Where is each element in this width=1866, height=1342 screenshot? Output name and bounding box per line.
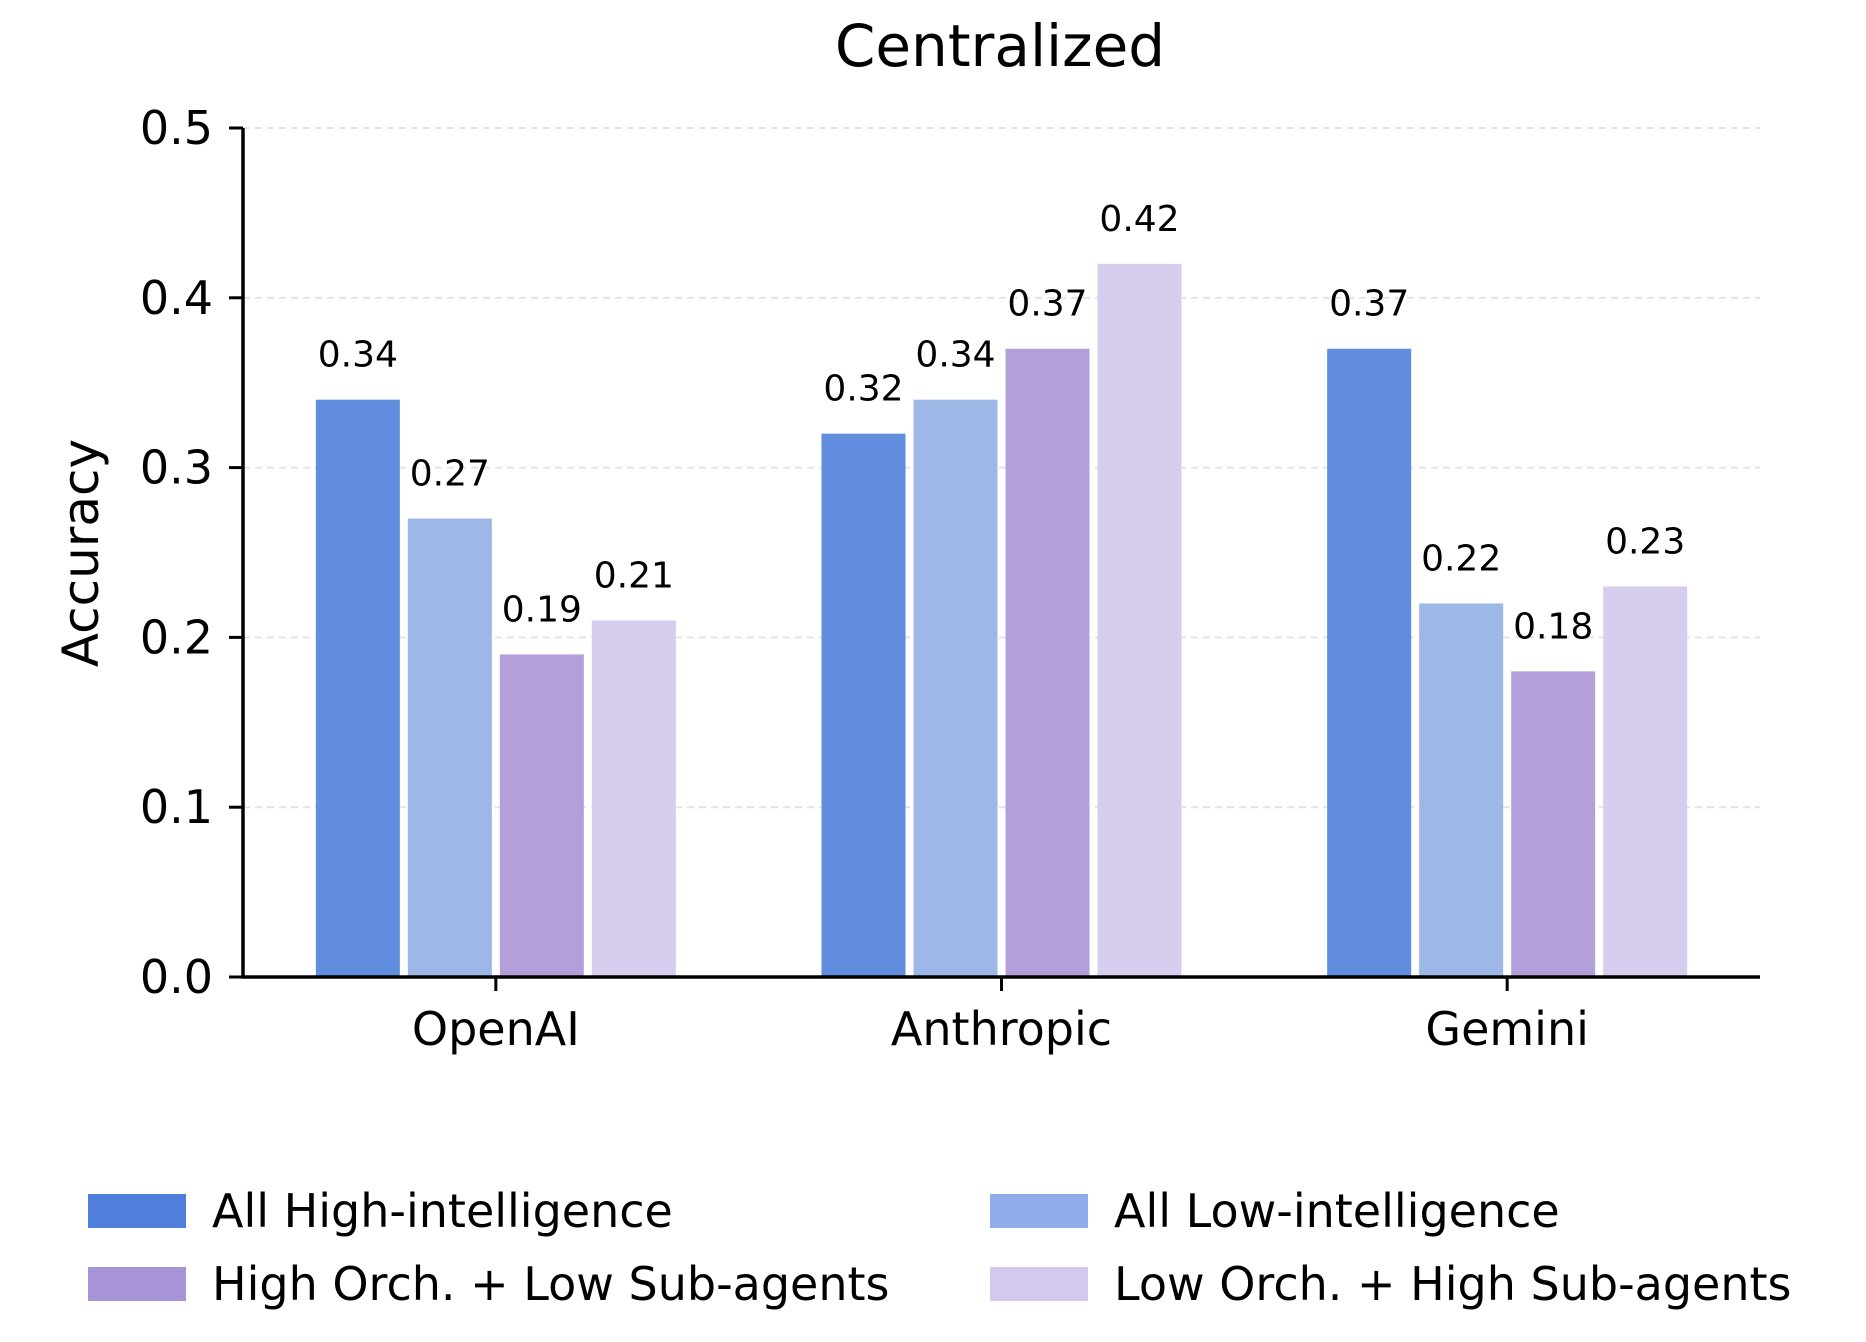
- bar: [407, 518, 492, 977]
- bar-value-label: 0.42: [1099, 199, 1179, 240]
- bar-value-label: 0.22: [1421, 538, 1501, 579]
- legend-label: High Orch. + Low Sub-agents: [212, 1257, 890, 1311]
- bar-value-label: 0.37: [1007, 284, 1087, 325]
- bar-value-label: 0.37: [1329, 284, 1409, 325]
- x-axis-ticks: OpenAI Anthropic Gemini: [412, 977, 1589, 1056]
- bar-value-label: 0.32: [823, 369, 903, 410]
- legend-swatch: [990, 1267, 1088, 1301]
- legend-label: All Low-intelligence: [1114, 1184, 1560, 1238]
- y-tick-label: 0.1: [140, 780, 213, 834]
- y-tick-label: 0.3: [140, 441, 213, 495]
- bar: [1097, 263, 1182, 978]
- legend-label: All High-intelligence: [212, 1184, 673, 1238]
- bars: 0.34 0.27 0.19 0.21 0.32 0.34 0.37 0.42 0.37 0.22…: [315, 199, 1688, 978]
- bar: [1511, 671, 1596, 977]
- y-axis-title: Accuracy: [52, 439, 110, 667]
- bar: [913, 399, 998, 977]
- bar-value-label: 0.23: [1605, 521, 1685, 562]
- bar-value-label: 0.18: [1513, 606, 1593, 647]
- bar-value-label: 0.21: [594, 555, 674, 596]
- x-tick-label: Gemini: [1425, 1002, 1588, 1056]
- bar-value-label: 0.27: [410, 454, 490, 495]
- y-tick-label: 0.0: [140, 950, 213, 1004]
- bar: [1327, 348, 1412, 977]
- y-tick-label: 0.2: [140, 610, 213, 664]
- legend-swatch: [88, 1194, 186, 1228]
- legend-swatch: [990, 1194, 1088, 1228]
- bar: [315, 399, 400, 977]
- x-tick-label: Anthropic: [891, 1002, 1112, 1056]
- bar: [591, 620, 676, 977]
- bar: [821, 433, 906, 977]
- bar-value-label: 0.34: [318, 335, 398, 376]
- y-tick-label: 0.4: [140, 271, 213, 325]
- y-tick-label: 0.5: [140, 101, 213, 155]
- legend: All High-intelligence All Low-intelligenc…: [88, 1184, 1792, 1311]
- y-axis-ticks: 0.0 0.1 0.2 0.3 0.4 0.5: [140, 101, 243, 1004]
- x-tick-label: OpenAI: [412, 1002, 580, 1056]
- bar-value-label: 0.34: [915, 335, 995, 376]
- legend-label: Low Orch. + High Sub-agents: [1114, 1257, 1792, 1311]
- bar: [1419, 603, 1504, 977]
- grid-lines: [243, 127, 1760, 809]
- bar: [499, 654, 584, 977]
- bar: [1005, 348, 1090, 977]
- bar-value-label: 0.19: [502, 589, 582, 630]
- chart-title: Centralized: [835, 12, 1165, 80]
- legend-swatch: [88, 1267, 186, 1301]
- bar: [1603, 586, 1688, 977]
